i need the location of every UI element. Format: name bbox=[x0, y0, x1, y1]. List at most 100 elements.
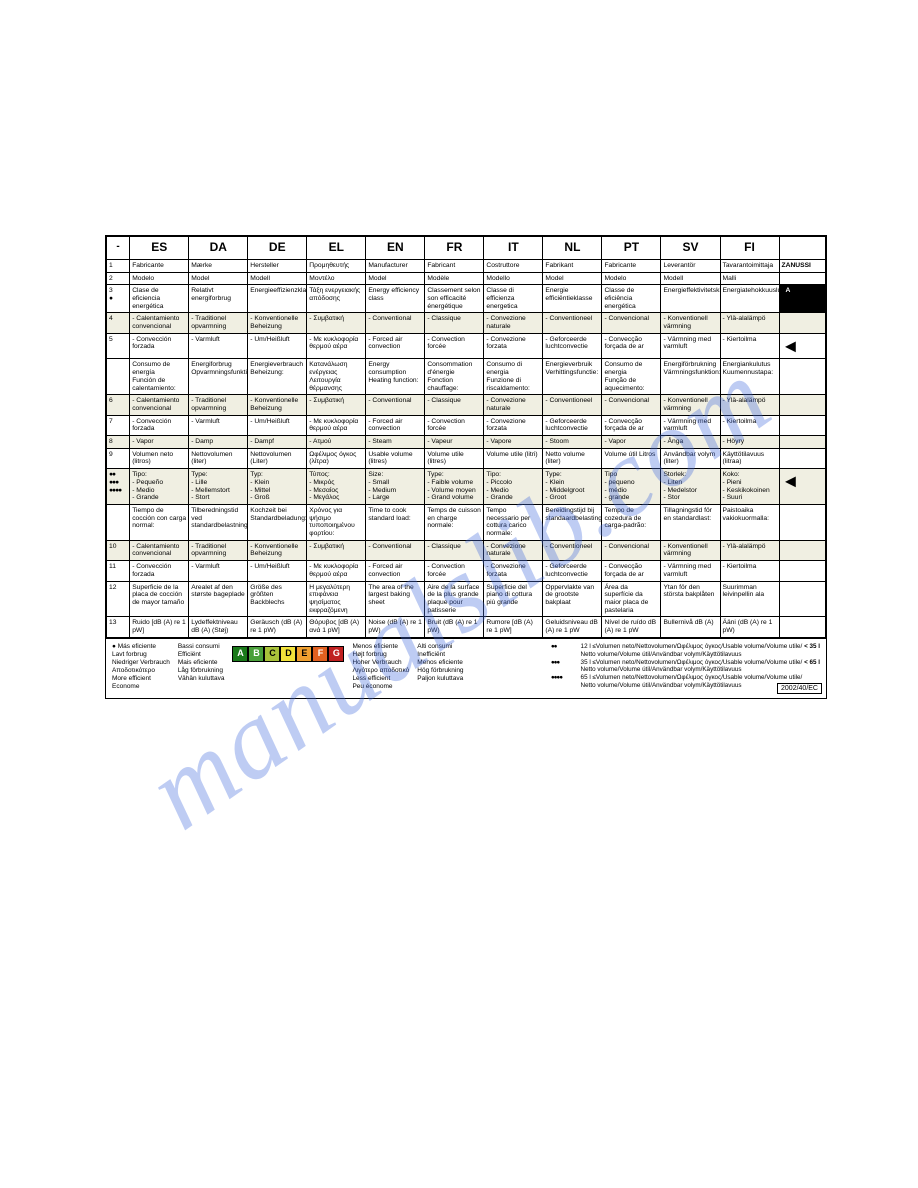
cell: Mærke bbox=[189, 259, 248, 272]
cell: Volumen neto (litros) bbox=[130, 448, 189, 468]
cell: - Um/Heißluft bbox=[248, 415, 307, 435]
cell: Modell bbox=[248, 272, 307, 285]
cell: - Ylä-alalämpö bbox=[720, 540, 779, 560]
cell: - Convencional bbox=[602, 395, 661, 415]
cell: - Classique bbox=[425, 395, 484, 415]
rating-E: E bbox=[296, 646, 312, 662]
cell: - Konventionelle Beheizung bbox=[248, 313, 307, 333]
row-index bbox=[107, 359, 130, 395]
cell: Time to cook standard load: bbox=[366, 504, 425, 540]
side-blank bbox=[779, 540, 825, 560]
cell: EnergieverbrauchBeheizung: bbox=[248, 359, 307, 395]
cell: - Ylä-alalämpö bbox=[720, 395, 779, 415]
row-index: 4 bbox=[107, 313, 130, 333]
brand-cell: ZANUSSI bbox=[779, 259, 825, 272]
cell: Energieeffizienzklasse bbox=[248, 285, 307, 313]
cell: - Varmluft bbox=[189, 561, 248, 581]
cell: Classement selon son efficacité énergéti… bbox=[425, 285, 484, 313]
cell: - Convezione naturale bbox=[484, 313, 543, 333]
cell: - Convection forcée bbox=[425, 561, 484, 581]
cell: Consumo di energiaFunzione di riscaldame… bbox=[484, 359, 543, 395]
cell: Arealet af den største bageplade bbox=[189, 581, 248, 617]
side-blank bbox=[779, 415, 825, 435]
cell: Größe des größten Backblechs bbox=[248, 581, 307, 617]
side-blank bbox=[779, 436, 825, 449]
cell: - Classique bbox=[425, 313, 484, 333]
cell: Superficie de la placa de cocción de may… bbox=[130, 581, 189, 617]
cell: Volume utile (litres) bbox=[425, 448, 484, 468]
cell: Consommation d'énergieFonction chauffage… bbox=[425, 359, 484, 395]
cell: - Traditionel opvarmning bbox=[189, 313, 248, 333]
cell: Geräusch (dB (A) re 1 pW) bbox=[248, 617, 307, 637]
cell: - Traditionel opvarmning bbox=[189, 395, 248, 415]
header-FR: FR bbox=[425, 237, 484, 260]
cell: - Kiertoilma bbox=[720, 333, 779, 359]
footer-left-col2: Bassi consumiEfficiëntMais eficienteLåg … bbox=[178, 643, 225, 684]
cell: - Vapore bbox=[484, 436, 543, 449]
cell: Malli bbox=[720, 272, 779, 285]
cell: - Traditionel opvarmning bbox=[189, 540, 248, 560]
rating-B: B bbox=[248, 646, 264, 662]
cell: Model bbox=[366, 272, 425, 285]
cell: Oppervlakte van de grootste bakplaat bbox=[543, 581, 602, 617]
side-blank bbox=[779, 359, 825, 395]
cell: - Forced air convection bbox=[366, 561, 425, 581]
side-blank bbox=[779, 448, 825, 468]
rating-G: G bbox=[328, 646, 344, 662]
cell: Tillagningstid för en standardlast: bbox=[661, 504, 720, 540]
side-blank bbox=[779, 617, 825, 637]
cell: Energy consumptionHeating function: bbox=[366, 359, 425, 395]
cell: Consumo de energiaFunção de aquecimento: bbox=[602, 359, 661, 395]
cell: - Geforceerde luchtconvectie bbox=[543, 415, 602, 435]
cell: Paistoaika vakiokuormalla: bbox=[720, 504, 779, 540]
cell: Μοντέλο bbox=[307, 272, 366, 285]
cell: - Conventional bbox=[366, 540, 425, 560]
cell: Modèle bbox=[425, 272, 484, 285]
cell: Tavarantoimittaja bbox=[720, 259, 779, 272]
header-FI: FI bbox=[720, 237, 779, 260]
cell: - Convección forzada bbox=[130, 415, 189, 435]
cell: Netto volume (liter) bbox=[543, 448, 602, 468]
cell: - Convezione forzata bbox=[484, 415, 543, 435]
cell: - Geforceerde luchtconvectie bbox=[543, 333, 602, 359]
cell: Rumore [dB (A) re 1 pW] bbox=[484, 617, 543, 637]
cell: - Conventional bbox=[366, 313, 425, 333]
header-EN: EN bbox=[366, 237, 425, 260]
cell: Tipo- pequeno- médio- grande bbox=[602, 469, 661, 505]
cell: - Konventionell värmning bbox=[661, 540, 720, 560]
cell: - Calentamiento convencional bbox=[130, 313, 189, 333]
cell: EnergieverbruikVerhittingsfunctie: bbox=[543, 359, 602, 395]
cell: - Varmluft bbox=[189, 333, 248, 359]
cell: - Dampf bbox=[248, 436, 307, 449]
row-index: 7 bbox=[107, 415, 130, 435]
cell: - Με κυκλοφορία θερμού αέρα bbox=[307, 333, 366, 359]
cell: Ruido [dB (A) re 1 pW] bbox=[130, 617, 189, 637]
row-index: 12 bbox=[107, 581, 130, 617]
cell: - Convencional bbox=[602, 540, 661, 560]
cell: Noise (dB (A) re 1 pW) bbox=[366, 617, 425, 637]
cell: EnergiförbrukningVärmningsfunktion: bbox=[661, 359, 720, 395]
row-index: 5 bbox=[107, 333, 130, 359]
header-blank bbox=[779, 237, 825, 260]
cell: Storlek:- Liten- Medelstor- Stor bbox=[661, 469, 720, 505]
cell: - Convezione forzata bbox=[484, 561, 543, 581]
cell: Η μεγαλύτερη επιφάνεια ψησίματος εκφραζό… bbox=[307, 581, 366, 617]
cell: Costruttore bbox=[484, 259, 543, 272]
cell: Type:- Faible volume- Volume moyen- Gran… bbox=[425, 469, 484, 505]
cell: - Varmluft bbox=[189, 415, 248, 435]
cell: Model bbox=[189, 272, 248, 285]
cell: - Συμβατική bbox=[307, 540, 366, 560]
cell: Τάξη ενεργειακής απόδοσης bbox=[307, 285, 366, 313]
header-IT: IT bbox=[484, 237, 543, 260]
side-blank bbox=[779, 395, 825, 415]
cell: Bereidingstijd bij standaardbelasting: bbox=[543, 504, 602, 540]
cell: - Conventioneel bbox=[543, 313, 602, 333]
cell: Χρόνος για ψήσιμο τυποποιημένου φορτίου: bbox=[307, 504, 366, 540]
cell: Size:- Small- Medium- Large bbox=[366, 469, 425, 505]
cell: Ääni (dB (A) re 1 pW) bbox=[720, 617, 779, 637]
cell: The area of the largest baking sheet bbox=[366, 581, 425, 617]
cell: - Convecção forçada de ar bbox=[602, 561, 661, 581]
cell: Θόρυβος [dB (A) ανά 1 pW] bbox=[307, 617, 366, 637]
cell: - Forced air convection bbox=[366, 415, 425, 435]
cell: - Με κυκλοφορία θερμού αέρα bbox=[307, 561, 366, 581]
